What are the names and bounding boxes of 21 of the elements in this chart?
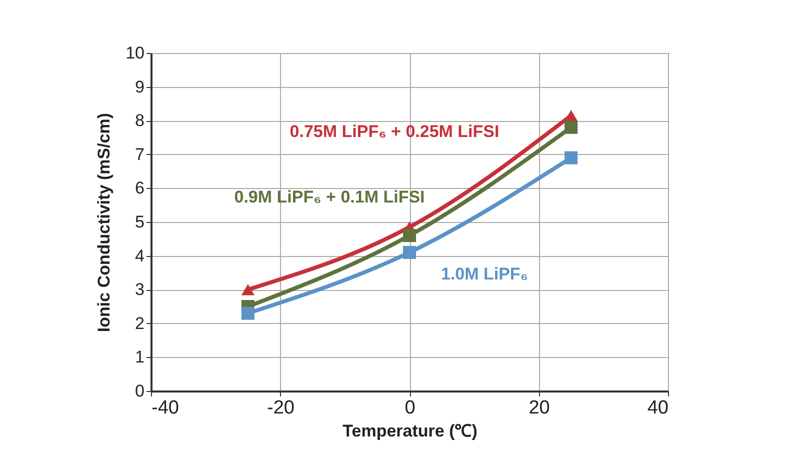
y-tick-label: 7	[135, 144, 144, 164]
y-tick-label: 2	[135, 314, 144, 333]
x-tick-label: -20	[267, 398, 294, 418]
x-axis-title: Temperature (℃)	[342, 422, 478, 440]
y-tick-label: 4	[135, 246, 144, 266]
y-tick-label: 8	[135, 111, 144, 130]
y-tick-label: 10	[126, 44, 144, 62]
x-tick-label: 20	[528, 398, 550, 418]
y-tick-label: 1	[135, 348, 144, 367]
y-axis-title: Ionic Conductivity (mS/cm)	[94, 112, 114, 332]
y-tick-label: 0	[135, 382, 144, 400]
y-tick-label: 9	[135, 77, 144, 96]
series-label: 0.75M LiPF₆ + 0.25M LiFSI	[290, 122, 500, 142]
y-tick-label: 6	[135, 178, 144, 198]
x-tick-label: 0	[404, 398, 416, 418]
x-tick-label: 40	[647, 398, 668, 418]
y-tick-label: 3	[135, 280, 144, 300]
series-label: 1.0M LiPF₆	[440, 264, 528, 284]
x-tick-label: -40	[152, 398, 179, 418]
y-tick-label: 5	[135, 212, 144, 232]
series-label: 0.9M LiPF₆ + 0.1M LiFSI	[234, 188, 425, 207]
